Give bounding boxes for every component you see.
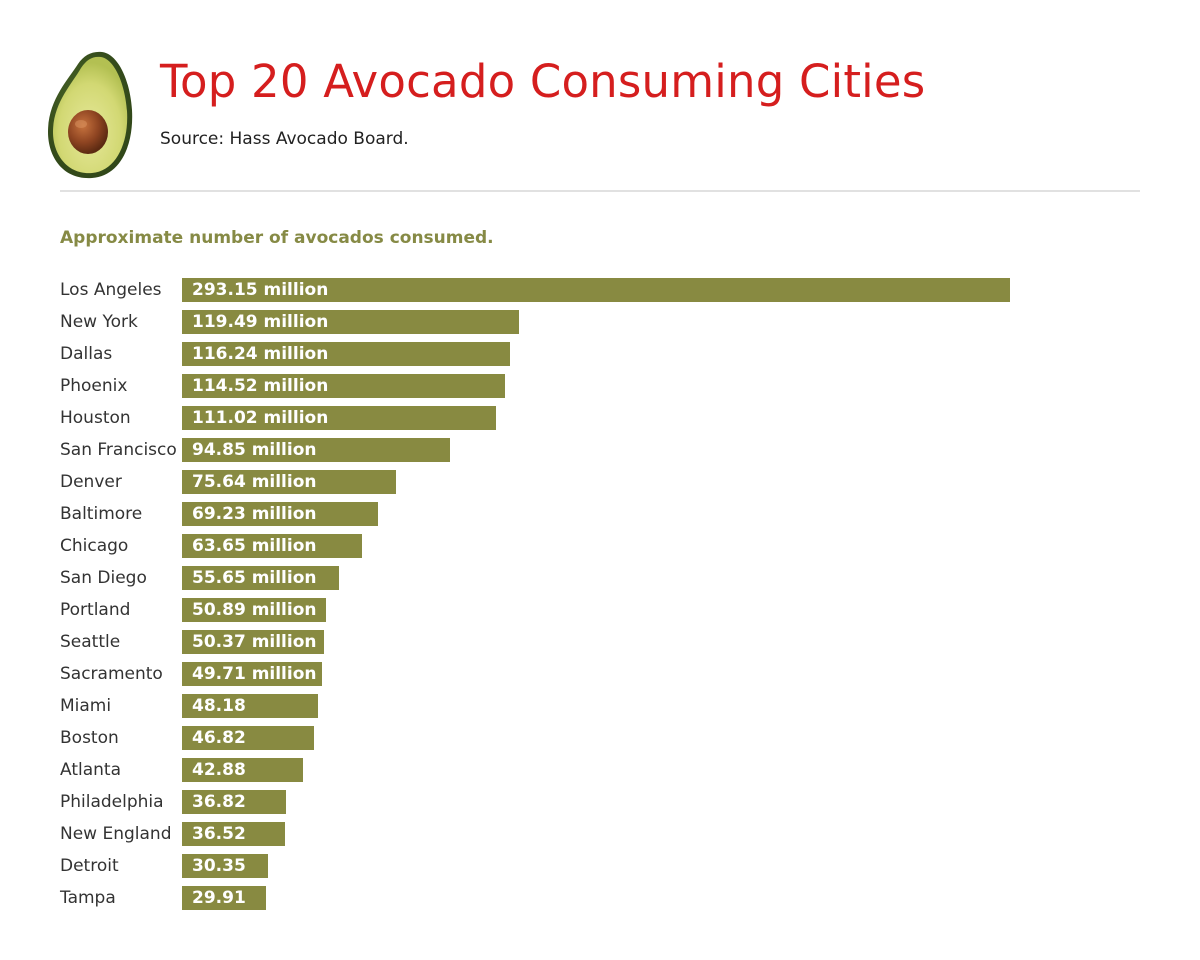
avocado-half-icon [48, 51, 133, 179]
bar-row: Philadelphia 36.82 [60, 788, 1140, 820]
bar-value-label: 30.35 [192, 856, 246, 876]
chart-subtitle: Approximate number of avocados consumed. [60, 228, 494, 248]
bar-row: New England 36.52 [60, 820, 1140, 852]
bar-row: Sacramento 49.71 million [60, 660, 1140, 692]
bar-value-label: 94.85 million [192, 440, 317, 460]
category-label: Seattle [60, 632, 121, 652]
category-label: Detroit [60, 856, 119, 876]
category-label: Phoenix [60, 376, 128, 396]
bar-value-label: 36.82 [192, 792, 246, 812]
category-label: Los Angeles [60, 280, 162, 300]
bar [182, 310, 519, 334]
bar-row: Tampa 29.91 [60, 884, 1140, 916]
bar-row: Houston 111.02 million [60, 404, 1140, 436]
source-note: Source: Hass Avocado Board. [160, 129, 409, 149]
bar [182, 342, 510, 366]
bar [182, 694, 318, 718]
bar-row: Chicago 63.65 million [60, 532, 1140, 564]
page-title: Top 20 Avocado Consuming Cities [160, 55, 926, 108]
category-label: Denver [60, 472, 122, 492]
bar [182, 534, 362, 558]
bar [182, 790, 286, 814]
bar [182, 406, 496, 430]
bar-value-label: 50.37 million [192, 632, 317, 652]
bar [182, 470, 396, 494]
bar [182, 662, 322, 686]
bar [182, 278, 1010, 302]
bar [182, 630, 324, 654]
bar-value-label: 36.52 [192, 824, 246, 844]
bar [182, 886, 266, 910]
bar-row: San Diego 55.65 million [60, 564, 1140, 596]
bar-row: Portland 50.89 million [60, 596, 1140, 628]
bar-value-label: 293.15 million [192, 280, 329, 300]
bar-value-label: 48.18 [192, 696, 246, 716]
bar-value-label: 49.71 million [192, 664, 317, 684]
bar-row: Los Angeles 293.15 million [60, 276, 1140, 308]
bar-value-label: 116.24 million [192, 344, 329, 364]
bar-value-label: 29.91 [192, 888, 246, 908]
bar-value-label: 111.02 million [192, 408, 329, 428]
category-label: Dallas [60, 344, 113, 364]
category-label: Boston [60, 728, 119, 748]
bar-row: Baltimore 69.23 million [60, 500, 1140, 532]
bar-value-label: 119.49 million [192, 312, 329, 332]
category-label: Miami [60, 696, 112, 716]
category-label: Portland [60, 600, 131, 620]
bar-value-label: 55.65 million [192, 568, 317, 588]
bar [182, 758, 303, 782]
bar-row: Atlanta 42.88 [60, 756, 1140, 788]
bar-row: Phoenix 114.52 million [60, 372, 1140, 404]
bar-value-label: 46.82 [192, 728, 246, 748]
bar [182, 854, 268, 878]
bar-chart: Los Angeles 293.15 million New York 119.49 … [60, 276, 1140, 916]
category-label: New York [60, 312, 138, 332]
category-label: Houston [60, 408, 131, 428]
category-label: Baltimore [60, 504, 143, 524]
bar [182, 726, 314, 750]
bar-row: New York 119.49 million [60, 308, 1140, 340]
category-label: Sacramento [60, 664, 163, 684]
category-label: Philadelphia [60, 792, 164, 812]
bar-row: Seattle 50.37 million [60, 628, 1140, 660]
bar-row: Miami 48.18 [60, 692, 1140, 724]
bar [182, 598, 326, 622]
header-divider [60, 190, 1140, 192]
bar-value-label: 50.89 million [192, 600, 317, 620]
bar [182, 822, 285, 846]
bar-row: Boston 46.82 [60, 724, 1140, 756]
bar-row: Detroit 30.35 [60, 852, 1140, 884]
bar-row: Denver 75.64 million [60, 468, 1140, 500]
category-label: New England [60, 824, 172, 844]
bar [182, 438, 450, 462]
bar [182, 374, 505, 398]
category-label: Atlanta [60, 760, 121, 780]
category-label: San Diego [60, 568, 147, 588]
bar-value-label: 114.52 million [192, 376, 329, 396]
bar-value-label: 63.65 million [192, 536, 317, 556]
bar-value-label: 42.88 [192, 760, 246, 780]
category-label: Tampa [60, 888, 116, 908]
bar-row: Dallas 116.24 million [60, 340, 1140, 372]
category-label: Chicago [60, 536, 129, 556]
bar [182, 502, 378, 526]
bar [182, 566, 339, 590]
bar-value-label: 75.64 million [192, 472, 317, 492]
bar-value-label: 69.23 million [192, 504, 317, 524]
bar-row: San Francisco 94.85 million [60, 436, 1140, 468]
category-label: San Francisco [60, 440, 177, 460]
